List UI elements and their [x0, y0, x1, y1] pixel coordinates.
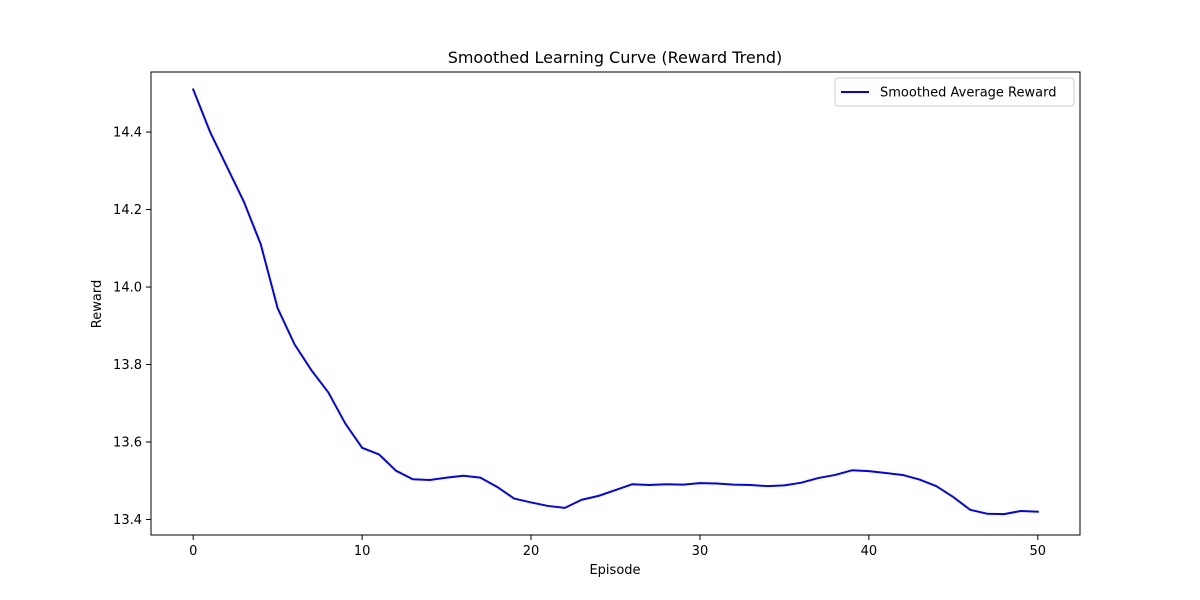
x-tick-label-4: 40: [861, 544, 878, 559]
y-tick-label-2: 13.8: [113, 358, 142, 373]
x-axis-title: Episode: [589, 563, 640, 578]
y-tick-label-5: 14.4: [113, 126, 142, 141]
x-tick-label-3: 30: [692, 544, 709, 559]
plot-frame: [150, 71, 1081, 536]
axes: 0 10 20 30 40 50 13.4 13.6 13.8 14.0 14.2 14.4: [113, 71, 1081, 559]
y-tick-label-0: 13.4: [113, 513, 142, 528]
chart-title: Smoothed Learning Curve (Reward Trend): [448, 48, 783, 67]
x-tick-label-5: 50: [1029, 544, 1046, 559]
series-line-0: [191, 88, 1039, 516]
x-tick-label-1: 10: [354, 544, 371, 559]
y-tick-label-1: 13.6: [113, 436, 142, 451]
x-tick-label-2: 20: [523, 544, 540, 559]
y-tick-label-3: 14.0: [113, 281, 142, 296]
x-tick-label-0: 0: [189, 544, 197, 559]
legend-label-0: Smoothed Average Reward: [880, 86, 1056, 101]
plot-area: [191, 88, 1039, 516]
y-axis-title: Reward: [90, 280, 105, 328]
y-tick-label-4: 14.2: [113, 203, 142, 218]
legend: Smoothed Average Reward: [834, 77, 1075, 107]
legend-box: [834, 77, 1075, 107]
